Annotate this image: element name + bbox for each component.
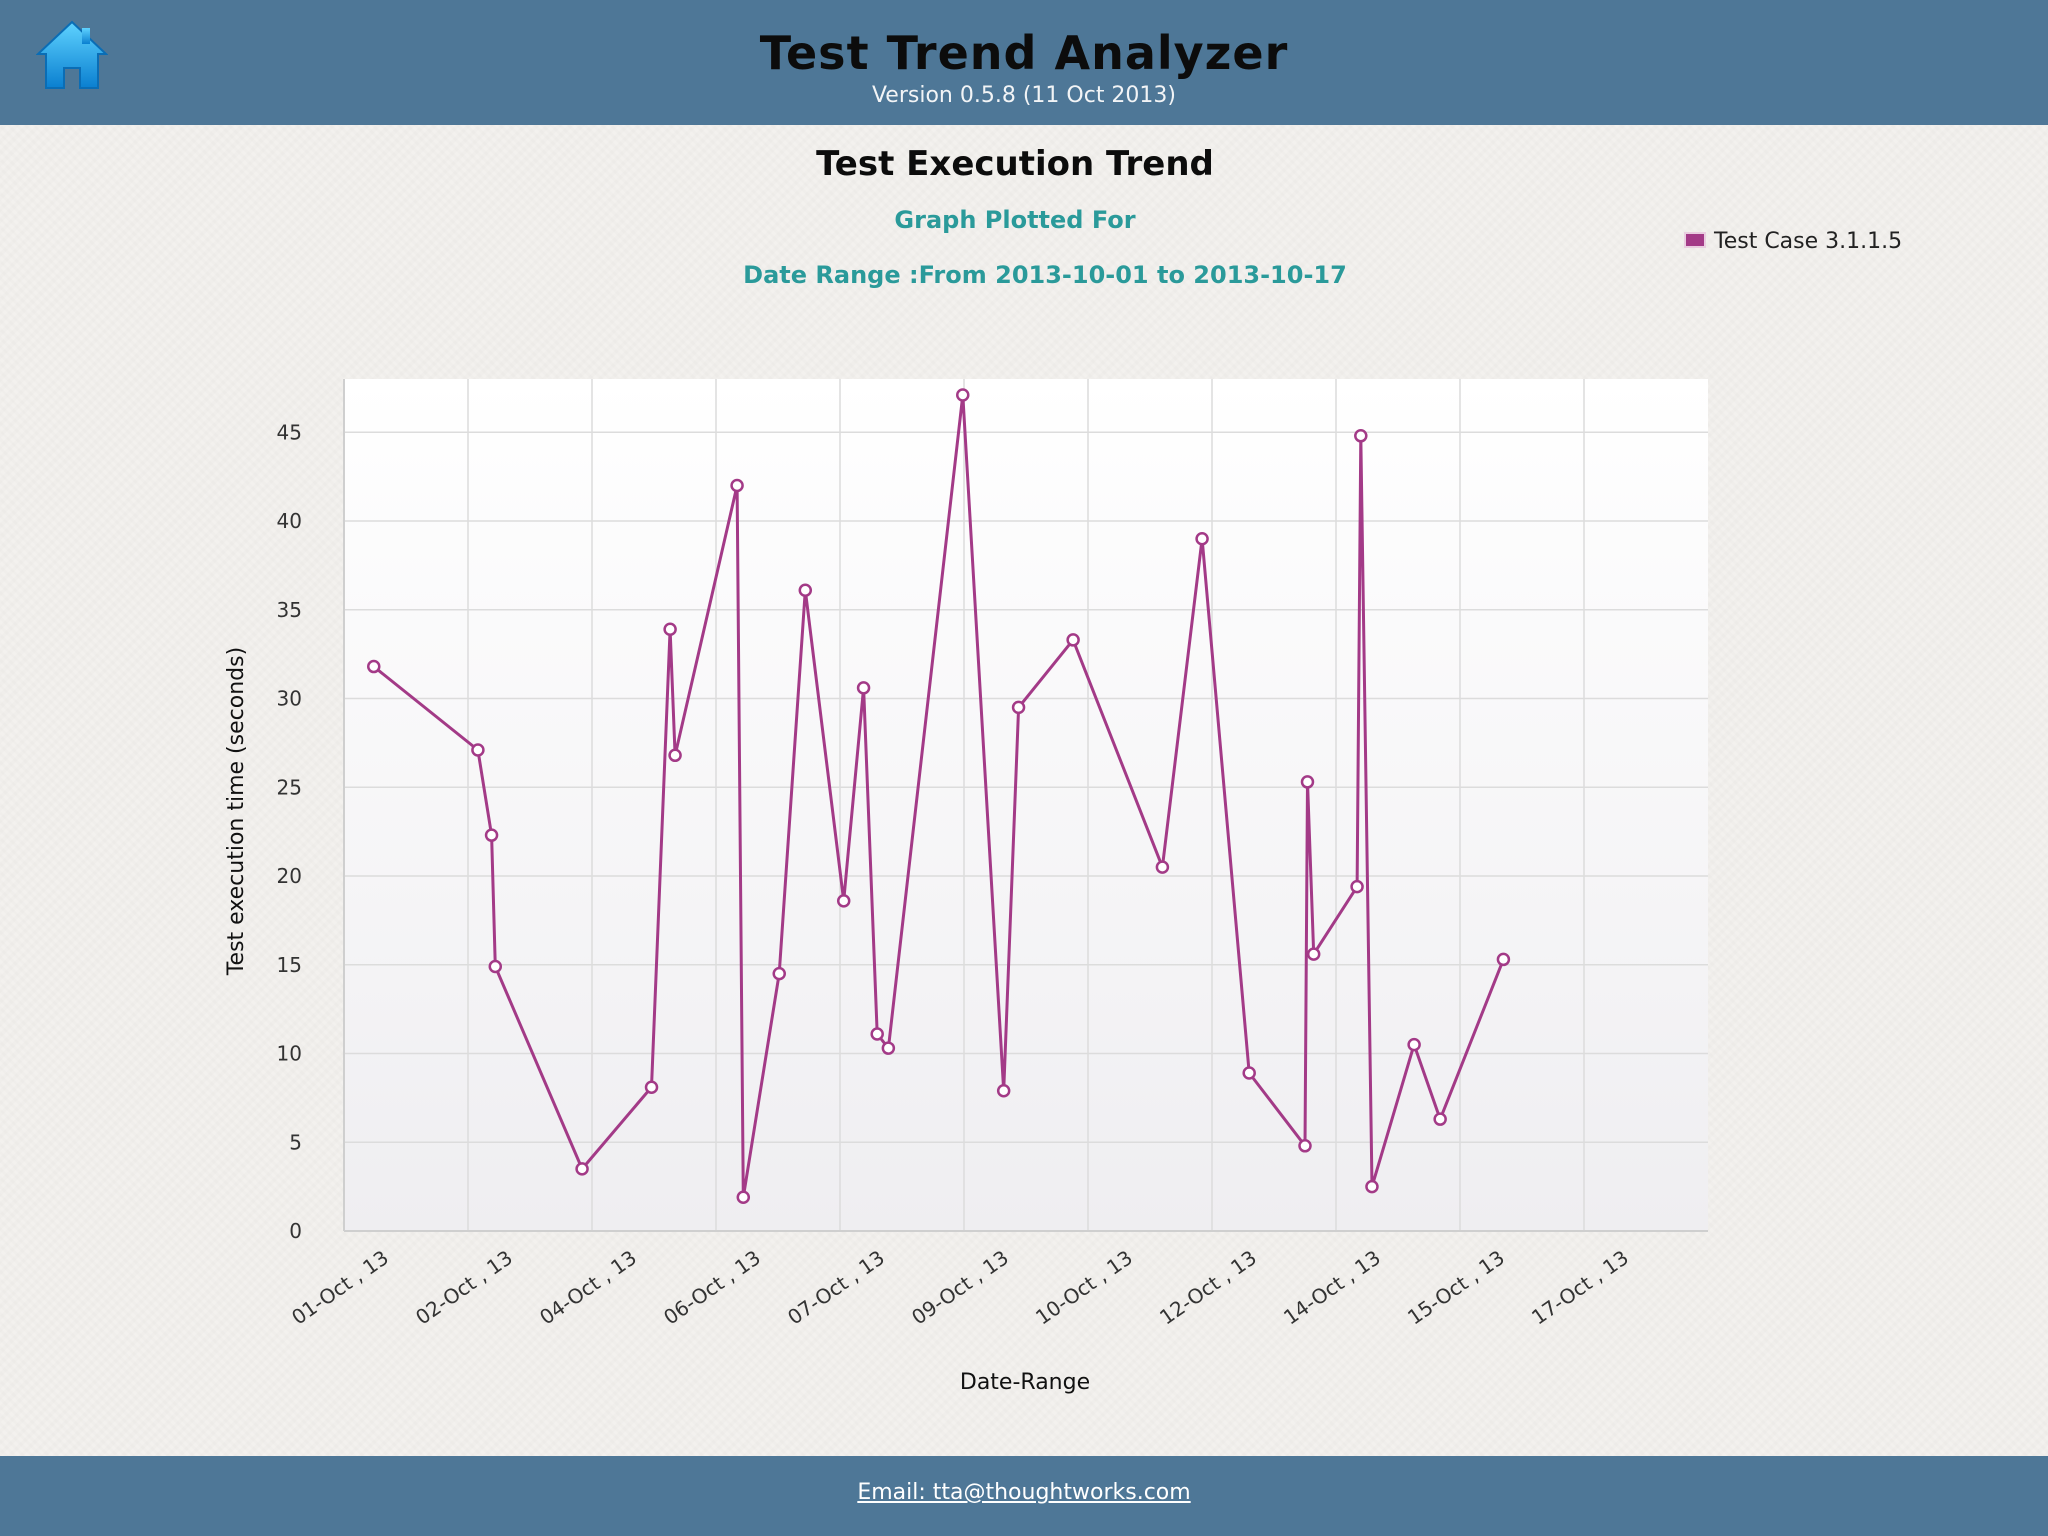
data-point	[1354, 429, 1368, 443]
app-footer: Email: tta@thoughtworks.com	[0, 1456, 2048, 1536]
x-tick-label: 02-Oct , 13	[411, 1245, 517, 1329]
x-tick-label: 09-Oct , 13	[907, 1245, 1013, 1329]
y-tick-label: 25	[277, 775, 302, 799]
data-point	[484, 828, 499, 842]
data-point	[471, 743, 485, 757]
data-point	[870, 1027, 884, 1041]
app-version: Version 0.5.8 (11 Oct 2013)	[871, 83, 1177, 108]
x-tick-label: 17-Oct , 13	[1527, 1245, 1633, 1329]
home-icon[interactable]	[36, 18, 108, 98]
x-tick-label: 14-Oct , 13	[1279, 1245, 1385, 1329]
data-point	[575, 1162, 589, 1176]
legend-label: Test Case 3.1.1.5	[1714, 229, 1903, 254]
y-tick-label: 0	[289, 1219, 302, 1243]
data-point	[1433, 1112, 1447, 1126]
data-point	[1350, 879, 1364, 894]
data-point	[1306, 947, 1321, 961]
y-tick-label: 35	[277, 598, 302, 622]
data-point	[1011, 700, 1026, 715]
y-tick-label: 40	[277, 509, 302, 533]
data-point	[1365, 1179, 1379, 1194]
line-chart: 0 5 10 15 20 25 30 35 40 45 01-Oct , 13 02-Oct , 13…	[224, 379, 1708, 1395]
app-title: Test Trend Analyzer	[759, 26, 1289, 80]
y-axis-label: Test execution time (seconds)	[224, 647, 249, 976]
x-tick-label: 10-Oct , 13	[1031, 1245, 1137, 1329]
data-point	[1496, 952, 1511, 967]
x-tick-label: 04-Oct , 13	[535, 1245, 641, 1329]
x-tick-label: 07-Oct , 13	[783, 1245, 889, 1329]
legend-swatch	[1684, 232, 1706, 248]
x-tick-label: 12-Oct , 13	[1155, 1245, 1261, 1329]
data-point	[798, 583, 813, 597]
data-point	[736, 1190, 751, 1205]
data-point	[1195, 532, 1209, 546]
y-tick-label: 15	[277, 953, 302, 977]
data-point	[772, 966, 786, 981]
data-point	[1155, 860, 1170, 874]
chart-subtitle: Graph Plotted For	[894, 206, 1136, 234]
chart-title: Test Execution Trend	[816, 144, 1214, 184]
x-tick-label: 06-Oct , 13	[659, 1245, 765, 1329]
y-tick-label: 30	[277, 687, 302, 711]
date-range-label: Date Range :From 2013-10-01 to 2013-10-1…	[743, 261, 1347, 289]
y-tick-label: 20	[277, 864, 302, 888]
y-tick-label: 45	[277, 420, 302, 444]
data-point	[644, 1080, 659, 1094]
data-point	[488, 959, 503, 974]
app-header: Test Trend Analyzer Version 0.5.8 (11 Oc…	[0, 0, 2048, 125]
data-point	[956, 388, 970, 402]
data-point	[367, 659, 381, 674]
data-point	[881, 1041, 896, 1055]
y-tick-label: 5	[289, 1130, 302, 1154]
x-tick-label: 01-Oct , 13	[287, 1245, 393, 1329]
data-point	[836, 894, 851, 908]
email-link[interactable]: Email: tta@thoughtworks.com	[857, 1480, 1191, 1505]
data-point	[856, 681, 871, 695]
data-point	[1300, 775, 1315, 789]
data-point	[668, 748, 682, 763]
data-point	[663, 622, 677, 637]
x-axis-label: Date-Range	[960, 1370, 1090, 1395]
x-tick-label: 15-Oct , 13	[1403, 1245, 1509, 1329]
data-point	[1407, 1037, 1421, 1052]
series-line	[372, 393, 1505, 1199]
data-point	[1298, 1139, 1312, 1153]
data-point	[1242, 1066, 1256, 1080]
data-point	[996, 1084, 1011, 1098]
data-point	[730, 478, 744, 493]
data-point	[1066, 633, 1080, 647]
plot-area	[344, 379, 1708, 1231]
y-tick-label: 10	[277, 1042, 302, 1066]
